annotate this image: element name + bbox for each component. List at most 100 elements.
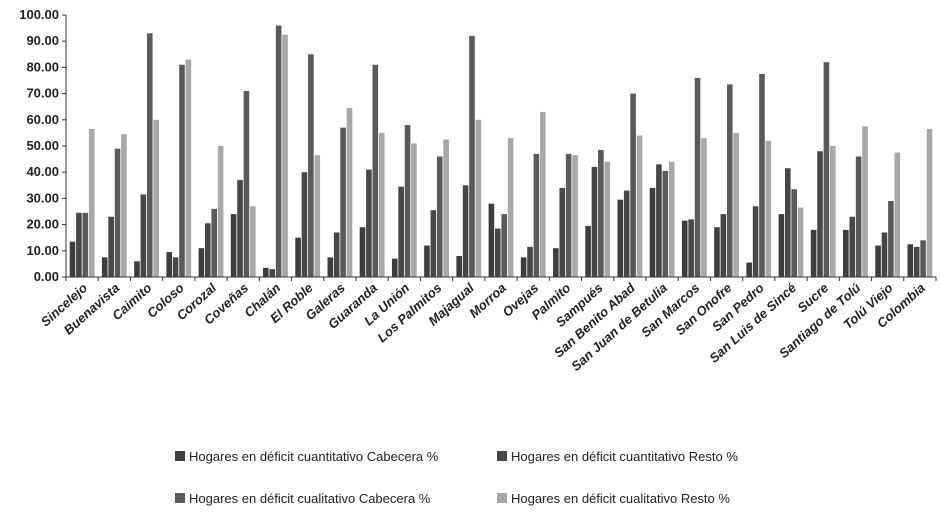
y-tick-label: 20.00 bbox=[26, 217, 59, 232]
y-tick-label: 80.00 bbox=[26, 59, 59, 74]
bar bbox=[366, 169, 372, 277]
bar bbox=[894, 152, 901, 277]
bar bbox=[623, 190, 630, 277]
bar bbox=[714, 227, 720, 277]
bar bbox=[404, 125, 411, 277]
legend-swatch bbox=[497, 493, 507, 503]
bar bbox=[469, 35, 475, 278]
bar bbox=[205, 223, 211, 277]
bar bbox=[649, 187, 656, 277]
bar bbox=[881, 232, 888, 277]
bar bbox=[301, 172, 308, 277]
bar bbox=[746, 262, 752, 277]
y-tick-label: 40.00 bbox=[26, 164, 59, 179]
bar bbox=[146, 33, 153, 278]
y-tick-label: 50.00 bbox=[26, 138, 59, 153]
bar bbox=[598, 149, 604, 277]
bar bbox=[172, 257, 179, 277]
bar bbox=[372, 64, 379, 277]
y-tick-label: 10.00 bbox=[26, 243, 59, 258]
bar bbox=[559, 187, 566, 277]
bar bbox=[540, 111, 546, 277]
legend-swatch bbox=[497, 451, 507, 461]
bar bbox=[411, 143, 417, 277]
bar bbox=[250, 206, 256, 277]
bar bbox=[333, 232, 340, 277]
bar bbox=[114, 148, 121, 277]
bar bbox=[230, 214, 237, 277]
bar bbox=[507, 138, 514, 277]
bar bbox=[843, 229, 849, 277]
bar bbox=[553, 248, 559, 277]
bar bbox=[701, 138, 707, 277]
bar bbox=[926, 128, 933, 277]
bar bbox=[488, 203, 495, 277]
bar bbox=[82, 212, 89, 277]
bar bbox=[398, 186, 404, 277]
bar bbox=[269, 269, 276, 277]
bar bbox=[849, 216, 856, 277]
legend-label: Hogares en déficit cualitativo Cabecera … bbox=[189, 491, 431, 506]
bar bbox=[179, 64, 185, 277]
legend-label: Hogares en déficit cuantitativo Cabecera… bbox=[189, 449, 439, 464]
bar bbox=[533, 153, 540, 277]
bar bbox=[295, 237, 301, 277]
bar bbox=[720, 214, 727, 277]
bar bbox=[217, 146, 224, 277]
bar bbox=[855, 156, 862, 277]
bar bbox=[495, 228, 501, 277]
bar bbox=[907, 244, 914, 277]
bar bbox=[185, 59, 192, 277]
bar bbox=[694, 77, 701, 277]
bar bbox=[76, 212, 82, 277]
bar bbox=[752, 206, 759, 277]
bar bbox=[275, 25, 282, 278]
y-tick-label: 0.00 bbox=[34, 269, 59, 284]
bar bbox=[810, 229, 817, 277]
bar bbox=[69, 241, 76, 277]
bar bbox=[765, 140, 772, 277]
bar bbox=[308, 54, 314, 277]
bar bbox=[166, 252, 172, 277]
bar bbox=[681, 220, 688, 277]
bar bbox=[462, 185, 469, 277]
bar bbox=[778, 214, 785, 277]
bar bbox=[688, 219, 694, 277]
bar bbox=[726, 84, 733, 278]
y-tick-label: 100.00 bbox=[19, 7, 59, 22]
bar bbox=[565, 153, 572, 277]
bar bbox=[862, 126, 868, 277]
bar bbox=[121, 134, 127, 277]
bar bbox=[668, 161, 675, 277]
bar bbox=[198, 248, 205, 277]
bar bbox=[424, 245, 430, 277]
bar bbox=[662, 170, 669, 277]
bar bbox=[501, 214, 507, 277]
bar bbox=[585, 225, 591, 277]
bar bbox=[282, 34, 288, 278]
bar bbox=[134, 261, 140, 277]
bar bbox=[630, 93, 636, 277]
bar bbox=[920, 240, 926, 277]
y-axis: 0.00 10.00 20.00 30.00 40.00 50.00 60.00 70.00 8… bbox=[19, 7, 67, 284]
bar bbox=[591, 166, 598, 277]
bar bbox=[359, 227, 366, 277]
x-category-label: Morroa bbox=[466, 280, 509, 321]
bar bbox=[340, 127, 346, 277]
bar bbox=[243, 90, 250, 277]
bar bbox=[237, 180, 243, 277]
y-tick-label: 30.00 bbox=[26, 190, 59, 205]
y-tick-label: 90.00 bbox=[26, 33, 59, 48]
legend-swatch bbox=[175, 451, 185, 461]
bars bbox=[69, 25, 933, 278]
bar bbox=[797, 207, 804, 277]
bar bbox=[785, 168, 791, 277]
legend-swatch bbox=[175, 493, 185, 503]
bar bbox=[314, 155, 321, 277]
bar bbox=[656, 164, 662, 277]
bar bbox=[88, 128, 95, 277]
bar bbox=[456, 256, 462, 277]
bar bbox=[527, 246, 533, 277]
legend: Hogares en déficit cuantitativo Cabecera… bbox=[175, 449, 738, 506]
